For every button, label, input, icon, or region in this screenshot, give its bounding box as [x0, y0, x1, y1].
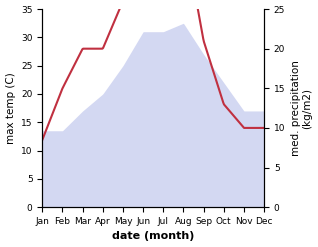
Y-axis label: med. precipitation
(kg/m2): med. precipitation (kg/m2) — [291, 60, 313, 156]
Y-axis label: max temp (C): max temp (C) — [5, 72, 16, 144]
X-axis label: date (month): date (month) — [112, 231, 194, 242]
